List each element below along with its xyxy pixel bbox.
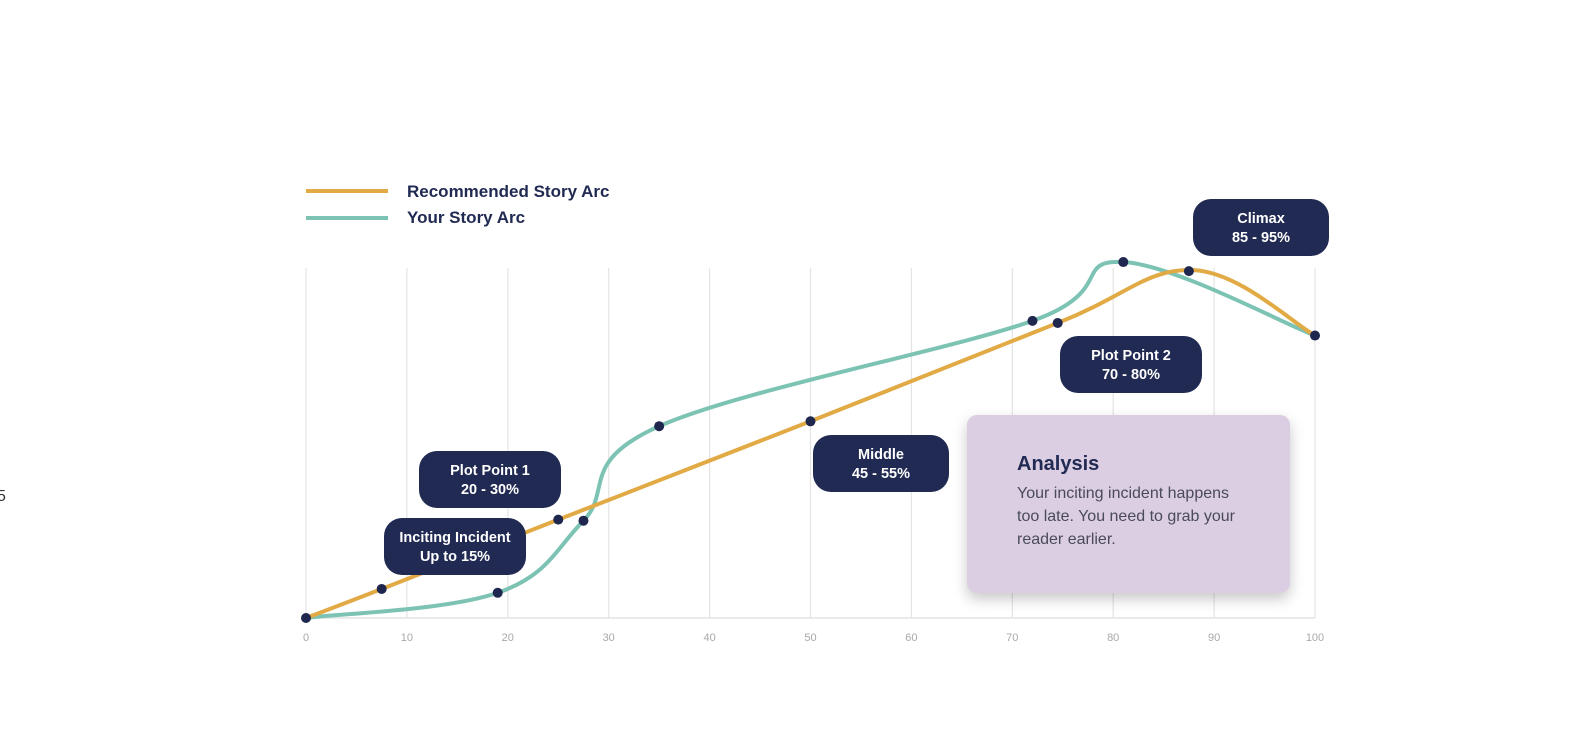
analysis-title: Analysis — [1017, 453, 1100, 475]
data-point-recommended — [553, 514, 564, 525]
data-point-yours — [1118, 257, 1129, 268]
x-tick-label: 90 — [1208, 632, 1220, 644]
annotation-inciting-incident: Inciting Incident Up to 15% — [384, 518, 526, 575]
x-tick-label: 80 — [1107, 632, 1119, 644]
data-point-yours — [654, 421, 665, 432]
annotation-climax: Climax 85 - 95% — [1193, 199, 1329, 256]
data-point-recommended — [1183, 266, 1194, 277]
x-tick-label: 70 — [1006, 632, 1018, 644]
annotations: Inciting Incident Up to 15% Plot Point 1 20… — [384, 199, 1329, 575]
annotation-title: Climax — [1237, 211, 1285, 227]
grid — [305, 268, 1316, 619]
legend-label-recommended: Recommended Story Arc — [407, 182, 609, 201]
annotation-title: Plot Point 2 — [1091, 348, 1171, 364]
x-tick-label: 20 — [502, 632, 514, 644]
x-axis-ticks: 0 10 20 30 40 50 60 70 80 90 100 — [303, 632, 1324, 644]
annotation-range: Up to 15% — [420, 549, 490, 565]
x-tick-label: 50 — [804, 632, 816, 644]
edge-glyph: 5 — [0, 488, 6, 505]
annotation-range: 45 - 55% — [852, 466, 910, 482]
annotation-title: Inciting Incident — [399, 530, 510, 546]
x-tick-label: 0 — [303, 632, 309, 644]
annotation-box — [813, 435, 949, 492]
annotation-box — [384, 518, 526, 575]
x-tick-label: 60 — [905, 632, 917, 644]
legend: Recommended Story Arc Your Story Arc — [306, 182, 609, 227]
annotation-title: Middle — [858, 447, 904, 463]
annotation-middle: Middle 45 - 55% — [813, 435, 949, 492]
series-markers — [301, 257, 1320, 623]
annotation-plot-point-1: Plot Point 1 20 - 30% — [419, 451, 561, 508]
x-tick-label: 40 — [703, 632, 715, 644]
x-tick-label: 30 — [603, 632, 615, 644]
data-point-yours — [578, 515, 589, 526]
annotation-title: Plot Point 1 — [450, 463, 530, 479]
data-point-yours — [492, 587, 503, 598]
data-point-yours — [1027, 315, 1038, 326]
annotation-range: 20 - 30% — [461, 482, 519, 498]
data-point-recommended — [301, 613, 311, 623]
annotation-plot-point-2: Plot Point 2 70 - 80% — [1060, 336, 1202, 393]
data-point-recommended — [1052, 317, 1063, 328]
x-tick-label: 10 — [401, 632, 413, 644]
x-tick-label: 100 — [1306, 632, 1324, 644]
annotation-box — [1060, 336, 1202, 393]
annotation-box — [419, 451, 561, 508]
annotation-box — [1193, 199, 1329, 256]
data-point-yours — [1310, 330, 1320, 341]
legend-label-yours: Your Story Arc — [407, 208, 525, 227]
analysis-card: Analysis Your inciting incident happens … — [967, 415, 1290, 593]
data-point-recommended — [376, 583, 387, 594]
annotation-range: 85 - 95% — [1232, 230, 1290, 246]
annotation-range: 70 - 80% — [1102, 367, 1160, 383]
data-point-recommended — [805, 416, 816, 427]
analysis-body: Your inciting incident happens too late.… — [1017, 485, 1235, 548]
